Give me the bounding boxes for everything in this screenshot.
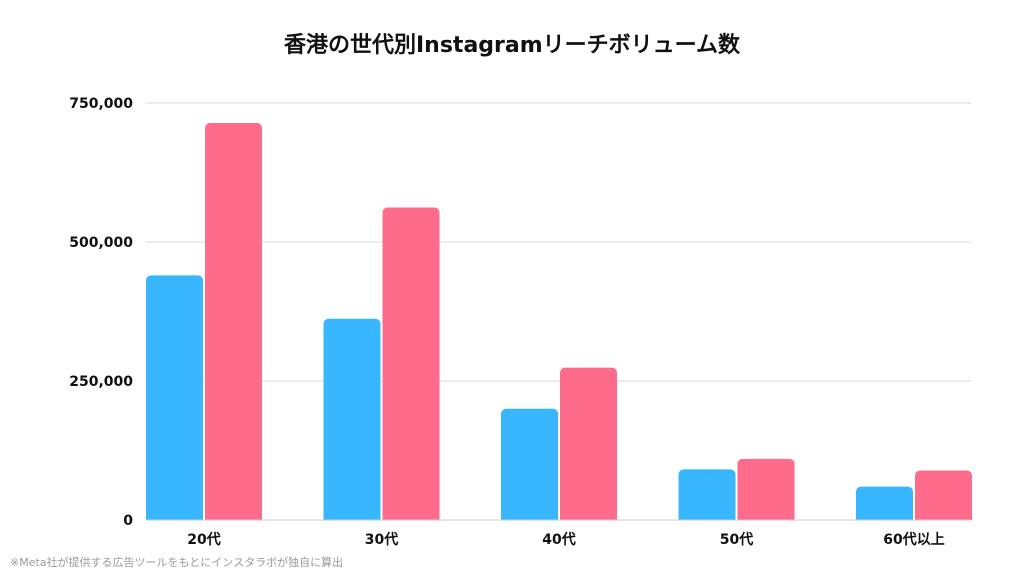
bar-pink-1 — [382, 207, 440, 520]
bar-base — [560, 514, 617, 520]
bar-pink-3 — [737, 458, 795, 520]
bar-base — [501, 514, 558, 520]
bar-base — [205, 514, 262, 520]
bar-pink-4 — [915, 470, 972, 520]
bar-base — [737, 514, 795, 520]
bar-base — [146, 514, 203, 520]
x-category-label: 20代 — [187, 531, 220, 548]
bar-blue-2 — [501, 408, 558, 520]
y-axis-ticks: 0 250,000 500,000 750,000 — [69, 96, 133, 529]
chart-title: 香港の世代別Instagramリーチボリューム数 — [284, 32, 741, 58]
x-category-label: 30代 — [365, 531, 398, 548]
bar-base — [678, 514, 736, 520]
bar-pink-0 — [205, 123, 262, 521]
bar-base — [915, 514, 972, 520]
bar-base — [382, 514, 440, 520]
bars — [146, 123, 972, 521]
bar-pink-2 — [560, 367, 617, 520]
y-tick-label: 250,000 — [69, 374, 133, 390]
x-axis-labels: 20代 30代 40代 50代 60代以上 — [187, 531, 944, 548]
bar-blue-0 — [146, 275, 203, 520]
y-tick-label: 750,000 — [69, 96, 133, 112]
y-tick-label: 500,000 — [69, 235, 133, 251]
x-category-label: 50代 — [720, 531, 753, 548]
y-tick-label: 0 — [123, 513, 133, 529]
bar-base — [856, 514, 913, 520]
bar-base — [323, 514, 381, 520]
bar-blue-4 — [856, 486, 913, 520]
x-category-label: 60代以上 — [883, 531, 944, 548]
bar-blue-3 — [678, 469, 736, 520]
x-category-label: 40代 — [542, 531, 575, 548]
gridlines — [146, 102, 971, 382]
source-footnote: ※Meta社が提供する広告ツールをもとにインスタラボが独自に算出 — [10, 555, 343, 569]
bar-blue-1 — [323, 318, 381, 520]
